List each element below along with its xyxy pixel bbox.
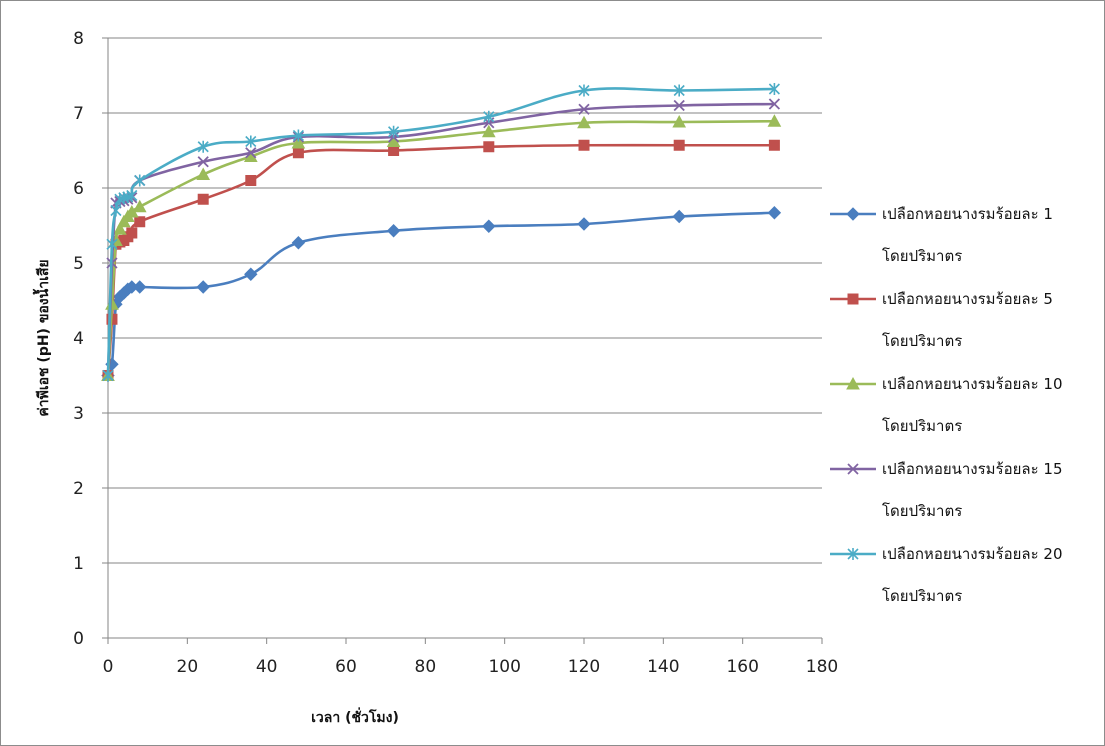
data-point xyxy=(134,174,146,187)
x-tick-label: 20 xyxy=(177,657,199,677)
x-tick-labels: 0 20 40 60 80 100 120 140 160 180 xyxy=(103,657,839,677)
legend-label: เปลือกหอยนางรมร้อยละ 20 xyxy=(882,545,1063,563)
data-point xyxy=(846,376,860,390)
data-point xyxy=(673,99,685,112)
legend-entry: เปลือกหอยนางรมร้อยละ 15 โดยปริมาตร xyxy=(830,460,1063,520)
data-point xyxy=(134,216,146,228)
x-tick-label: 160 xyxy=(726,657,758,677)
data-point xyxy=(291,135,306,149)
series-3 xyxy=(101,114,782,381)
series-line xyxy=(106,211,775,377)
y-tick-label: 2 xyxy=(73,479,84,499)
data-point xyxy=(483,110,495,123)
legend-label: เปลือกหอยนางรมร้อยละ 5 xyxy=(882,290,1053,308)
legend-entry: เปลือกหอยนางรมร้อยละ 5 โดยปริมาตร xyxy=(830,290,1053,350)
data-point xyxy=(768,83,780,95)
x-tick-label: 60 xyxy=(335,657,357,677)
legend-entry: เปลือกหอยนางรมร้อยละ 20 โดยปริมาตร xyxy=(830,545,1063,605)
x-axis-label: เวลา (ชั่วโมง) xyxy=(311,707,399,726)
data-point xyxy=(292,129,304,142)
data-point xyxy=(291,236,306,250)
data-point xyxy=(768,139,780,151)
legend-label: เปลือกหอยนางรมร้อยละ 15 xyxy=(882,460,1063,478)
data-point xyxy=(673,139,685,151)
x-tick-label: 40 xyxy=(256,657,278,677)
grid-lines xyxy=(108,37,822,564)
legend-entry: เปลือกหอยนางรมร้อยละ 1 โดยปริมาตร xyxy=(830,205,1053,265)
data-point xyxy=(126,189,138,202)
data-point xyxy=(245,147,257,159)
legend-label: เปลือกหอยนางรมร้อยละ 1 xyxy=(882,205,1053,223)
series-1 xyxy=(101,206,782,383)
y-tick-label: 7 xyxy=(73,104,84,124)
data-point xyxy=(113,222,127,235)
series-line xyxy=(106,87,775,376)
data-point xyxy=(292,147,304,159)
data-point xyxy=(482,219,496,233)
data-point xyxy=(244,267,258,281)
legend-label-line2: โดยปริมาตร xyxy=(882,247,962,265)
data-point xyxy=(245,135,257,148)
x-tick-label: 80 xyxy=(415,657,437,677)
legend-entry: เปลือกหอยนางรมร้อยละ 10 โดยปริมาตร xyxy=(830,375,1063,435)
data-point xyxy=(126,227,138,239)
y-tick-label: 4 xyxy=(73,329,84,349)
data-point xyxy=(197,156,209,168)
data-point xyxy=(846,207,860,221)
data-point xyxy=(578,103,590,115)
series-5 xyxy=(102,83,780,382)
data-point xyxy=(133,280,147,294)
y-tick-labels: 0 1 2 3 4 5 6 7 8 xyxy=(73,29,84,649)
data-point xyxy=(197,140,209,153)
data-point xyxy=(245,175,257,186)
x-tick-label: 100 xyxy=(488,657,520,677)
data-point xyxy=(102,369,114,382)
data-point xyxy=(847,463,859,475)
y-tick-label: 8 xyxy=(73,29,84,49)
legend-label-line2: โดยปริมาตร xyxy=(882,587,962,605)
data-point xyxy=(767,114,782,127)
y-tick-label: 3 xyxy=(73,404,84,424)
data-point xyxy=(106,238,118,251)
data-point xyxy=(672,209,686,224)
legend-label-line2: โดยปริมาตร xyxy=(882,502,962,520)
data-point xyxy=(132,199,147,213)
y-tick-label: 5 xyxy=(73,254,84,274)
data-point xyxy=(481,124,496,138)
x-tick-label: 120 xyxy=(568,657,600,677)
data-point xyxy=(577,115,591,129)
y-tick-label: 1 xyxy=(73,554,84,574)
x-tick-label: 140 xyxy=(647,657,679,677)
data-point xyxy=(847,548,859,560)
data-point xyxy=(386,224,401,238)
legend: เปลือกหอยนางรมร้อยละ 1โดยปริมาตรเปลือกหอ… xyxy=(830,205,1063,605)
data-point xyxy=(767,206,782,220)
y-axis-label: ค่าพีเอช (pH) ของน้ำเสีย xyxy=(32,259,52,416)
data-point xyxy=(847,293,859,305)
x-tick-label: 0 xyxy=(103,657,114,677)
data-point xyxy=(577,217,591,231)
data-point xyxy=(578,139,590,151)
data-point xyxy=(673,84,685,97)
data-point xyxy=(483,141,495,153)
axes xyxy=(102,37,823,644)
data-point xyxy=(197,193,209,205)
y-tick-label: 0 xyxy=(73,629,84,649)
data-point xyxy=(388,125,400,138)
data-point xyxy=(578,84,590,97)
data-point xyxy=(196,167,211,180)
plot-area xyxy=(101,83,782,383)
data-point xyxy=(196,280,210,294)
legend-label-line2: โดยปริมาตร xyxy=(882,417,962,435)
legend-label-line2: โดยปริมาตร xyxy=(882,332,962,350)
x-tick-label: 180 xyxy=(806,657,838,677)
data-point xyxy=(110,204,122,217)
data-point xyxy=(768,98,781,110)
data-point xyxy=(672,114,687,128)
legend-label: เปลือกหอยนางรมร้อยละ 10 xyxy=(882,375,1063,393)
y-tick-label: 6 xyxy=(73,179,84,199)
